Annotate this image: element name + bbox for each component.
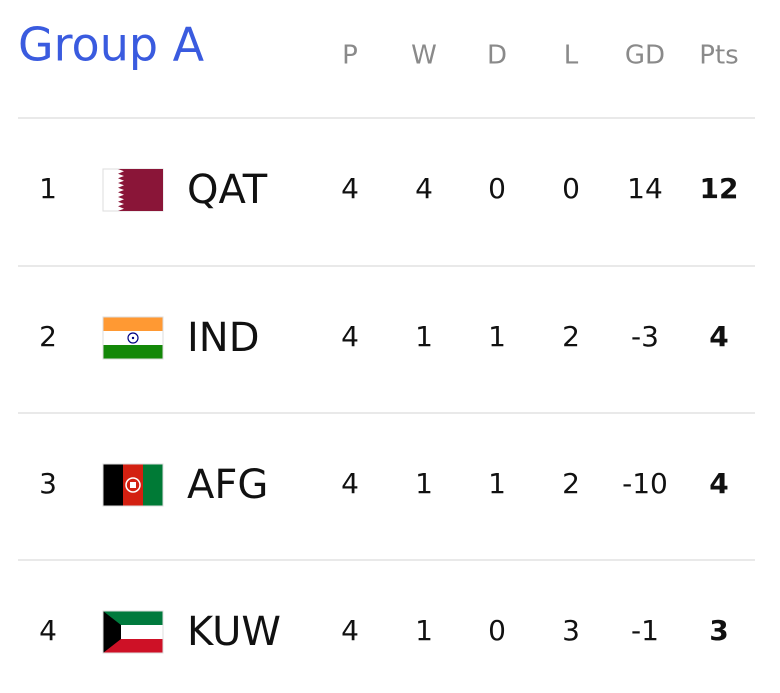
stat: 2 — [562, 320, 580, 353]
stat: 1 — [415, 467, 433, 500]
points: 3 — [709, 614, 728, 647]
points: 12 — [700, 172, 739, 205]
stat: -10 — [622, 467, 668, 500]
stat: 4 — [341, 172, 359, 205]
stat: 4 — [415, 172, 433, 205]
stat: 0 — [488, 614, 506, 647]
stat: 1 — [488, 467, 506, 500]
team-name: AFG — [187, 462, 268, 508]
flag-kuwait — [102, 610, 164, 654]
stat: 0 — [562, 172, 580, 205]
stat: 1 — [415, 320, 433, 353]
column-header: GD — [625, 41, 665, 71]
stat: -1 — [631, 614, 659, 647]
stat: 0 — [488, 172, 506, 205]
rank: 4 — [39, 614, 57, 647]
team-name: IND — [187, 315, 260, 361]
rank: 3 — [39, 467, 57, 500]
stat: 1 — [415, 614, 433, 647]
separators — [18, 117, 755, 561]
column-header: D — [487, 41, 507, 71]
flag-qatar — [102, 168, 164, 212]
points: 4 — [709, 320, 728, 353]
rank: 1 — [39, 172, 57, 205]
team-name: KUW — [187, 609, 281, 655]
stat: 4 — [341, 614, 359, 647]
stat: 3 — [562, 614, 580, 647]
column-header: W — [411, 41, 437, 71]
column-header: P — [342, 41, 358, 71]
group-title: Group A — [18, 18, 205, 72]
flag-india — [102, 316, 164, 360]
stat: 14 — [627, 172, 663, 205]
column-header: Pts — [699, 41, 738, 71]
stat: 2 — [562, 467, 580, 500]
flag-afghanistan — [102, 463, 164, 507]
points: 4 — [709, 467, 728, 500]
stat: 4 — [341, 467, 359, 500]
stat: 4 — [341, 320, 359, 353]
stat: 1 — [488, 320, 506, 353]
column-header: L — [564, 41, 579, 71]
stat: -3 — [631, 320, 659, 353]
rank: 2 — [39, 320, 57, 353]
team-name: QAT — [187, 167, 268, 213]
